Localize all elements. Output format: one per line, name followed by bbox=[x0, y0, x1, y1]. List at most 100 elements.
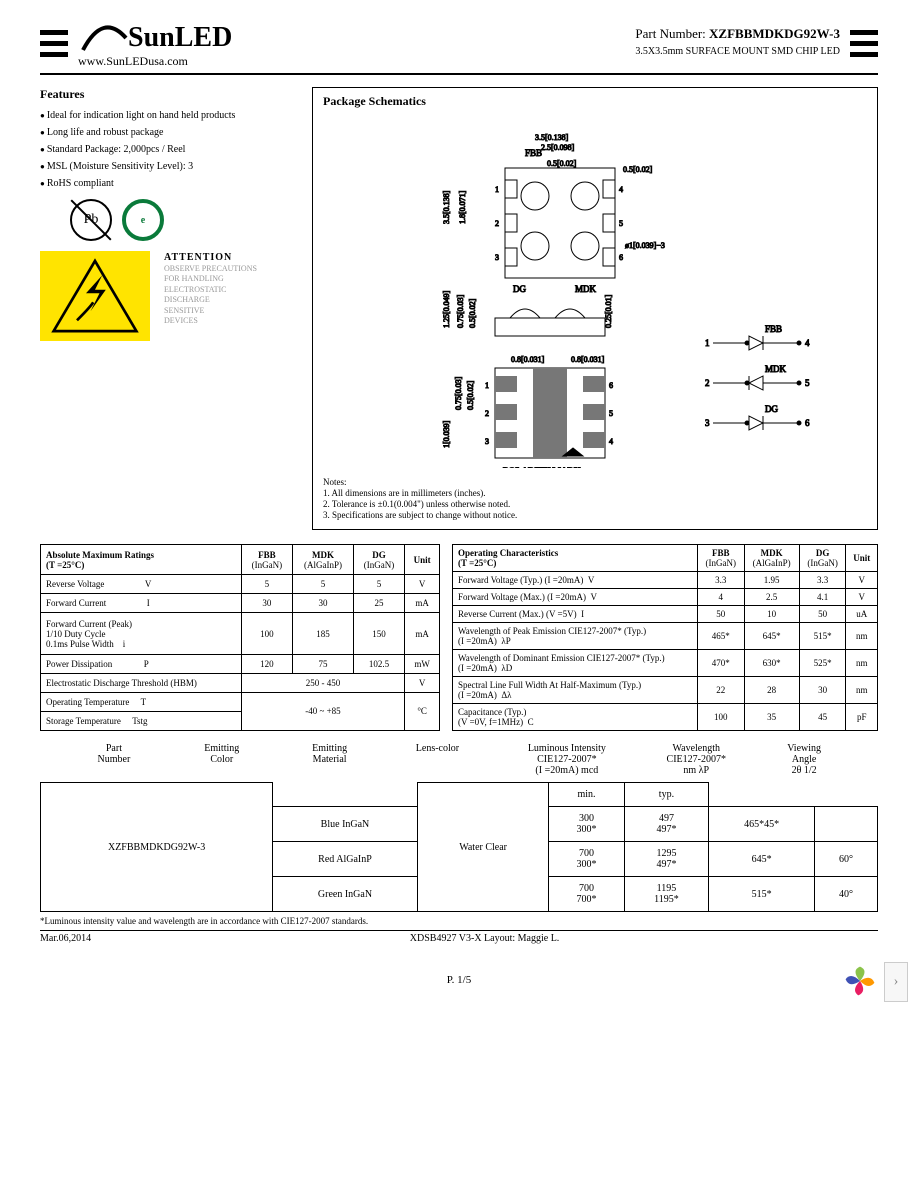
row-sym: T bbox=[141, 697, 147, 707]
cell: 100 bbox=[241, 613, 292, 654]
logo-text: SunLED bbox=[128, 22, 232, 54]
feature-item: MSL (Moisture Sensitivity Level): 3 bbox=[40, 161, 300, 172]
viewer-logo-icon bbox=[842, 963, 878, 1002]
svg-text:DG: DG bbox=[513, 284, 526, 294]
cell: 300* bbox=[557, 859, 615, 870]
svg-text:4: 4 bbox=[609, 437, 613, 446]
svg-text:6: 6 bbox=[619, 253, 623, 262]
menu-icon-left[interactable] bbox=[40, 20, 68, 57]
schematic-notes: Notes: 1. All dimensions are in millimet… bbox=[323, 477, 867, 520]
cell: nm bbox=[846, 677, 878, 704]
cell: 5 bbox=[241, 575, 292, 594]
attention-title: ATTENTION bbox=[164, 251, 257, 264]
cell: 300 bbox=[557, 813, 615, 824]
bh-wavelength: Wavelength CIE127-2007* nm λP bbox=[642, 743, 750, 776]
cell: 515* bbox=[709, 877, 815, 912]
cell: mA bbox=[405, 594, 440, 613]
bt-part: XZFBBMDKDG92W-3 bbox=[41, 783, 273, 912]
cell: V bbox=[846, 589, 878, 606]
feature-item: Standard Package: 2,000pcs / Reel bbox=[40, 144, 300, 155]
attention-line: OBSERVE PRECAUTIONS bbox=[164, 264, 257, 274]
svg-text:4: 4 bbox=[619, 185, 623, 194]
note-line: 3. Specifications are subject to change … bbox=[323, 510, 867, 520]
bottom-header-row: Part Number Emitting Color Emitting Mate… bbox=[40, 743, 878, 776]
svg-text:3: 3 bbox=[485, 437, 489, 446]
bt-mat: AlGaInP bbox=[336, 854, 372, 865]
cell: 3.3 bbox=[799, 572, 846, 589]
svg-text:2: 2 bbox=[485, 409, 489, 418]
bt-mat: InGaN bbox=[342, 819, 369, 830]
row-label: Power Dissipation bbox=[46, 659, 112, 669]
svg-text:5: 5 bbox=[619, 219, 623, 228]
row-label: Capacitance (Typ.) (V =0V, f=1MHz) bbox=[458, 707, 526, 727]
amr-title: Absolute Maximum Ratings bbox=[46, 550, 154, 560]
row-label: Storage Temperature bbox=[46, 716, 121, 726]
col: MDK bbox=[312, 550, 334, 560]
bt-typ-label: typ. bbox=[624, 783, 709, 807]
svg-text:0.5[0.02]: 0.5[0.02] bbox=[623, 165, 653, 174]
svg-text:MDK: MDK bbox=[765, 364, 787, 374]
cell: 470* bbox=[697, 650, 744, 677]
row-sym: P bbox=[144, 659, 149, 669]
footer-date: Mar.06,2014 bbox=[40, 933, 91, 944]
cell: 5 bbox=[293, 575, 354, 594]
cell: 700 bbox=[557, 848, 615, 859]
row-label: Wavelength of Dominant Emission CIE127-2… bbox=[458, 653, 665, 673]
amr-table: Absolute Maximum Ratings(T =25°C) FBB(In… bbox=[40, 544, 440, 731]
cell: 28 bbox=[744, 677, 799, 704]
cell: 465*45* bbox=[709, 807, 815, 842]
schematic-drawing: FBB DG MDK 123 456 3.5[0.138] 2.5[0.098]… bbox=[323, 113, 867, 473]
part-label: Part Number: bbox=[635, 26, 709, 41]
cell: 700* bbox=[557, 894, 615, 905]
row-sym: i bbox=[123, 639, 126, 649]
row-sym: Tstg bbox=[132, 716, 147, 726]
attention-line: DISCHARGE bbox=[164, 295, 257, 305]
rohs-icon: e bbox=[122, 199, 164, 241]
col-sub: (AlGaInP) bbox=[753, 558, 791, 568]
cell: 4.1 bbox=[799, 589, 846, 606]
svg-text:4: 4 bbox=[805, 338, 810, 348]
bt-min-label: min. bbox=[549, 783, 624, 807]
pb-free-icon: Pb bbox=[70, 199, 112, 241]
cell: -40 ~ +85 bbox=[241, 692, 405, 730]
logo-block: SunLED www.SunLEDusa.com bbox=[78, 20, 635, 69]
bt-color: Red bbox=[318, 854, 334, 865]
cell: nm bbox=[846, 623, 878, 650]
cell: 102.5 bbox=[353, 654, 404, 673]
cell: 75 bbox=[293, 654, 354, 673]
cell: 525* bbox=[799, 650, 846, 677]
svg-text:0.8[0.031]: 0.8[0.031] bbox=[511, 355, 545, 364]
cell: 50 bbox=[799, 606, 846, 623]
bt-mat: InGaN bbox=[345, 889, 372, 900]
cell: 45 bbox=[799, 704, 846, 731]
row-sym: λP bbox=[501, 636, 510, 646]
footer: Mar.06,2014 XDSB4927 V3-X Layout: Maggie… bbox=[40, 930, 878, 944]
subtitle: 3.5X3.5mm SURFACE MOUNT SMD CHIP LED bbox=[635, 46, 840, 57]
row-label: Wavelength of Peak Emission CIE127-2007*… bbox=[458, 626, 646, 646]
cell: 250 - 450 bbox=[241, 673, 405, 692]
svg-text:5: 5 bbox=[609, 409, 613, 418]
col: MDK bbox=[761, 548, 783, 558]
svg-text:3: 3 bbox=[495, 253, 499, 262]
next-page-button[interactable]: › bbox=[884, 962, 908, 1002]
cell: 5 bbox=[353, 575, 404, 594]
svg-text:1: 1 bbox=[495, 185, 499, 194]
schematic-title: Package Schematics bbox=[323, 94, 867, 109]
bt-color: Green bbox=[318, 889, 342, 900]
cell: 25 bbox=[353, 594, 404, 613]
row-sym: λD bbox=[501, 663, 512, 673]
menu-icon-right[interactable] bbox=[850, 20, 878, 57]
row-label: Reverse Voltage bbox=[46, 579, 104, 589]
bh-angle: Viewing Angle 2θ 1/2 bbox=[750, 743, 858, 776]
svg-text:3.5[0.138]: 3.5[0.138] bbox=[442, 190, 451, 224]
col: Unit bbox=[414, 555, 431, 565]
page-number: P. 1/5 bbox=[40, 974, 878, 986]
cell: 50 bbox=[697, 606, 744, 623]
cell: 497* bbox=[633, 859, 701, 870]
svg-text:2: 2 bbox=[705, 378, 710, 388]
col-sub: (InGaN) bbox=[706, 558, 737, 568]
cell: 35 bbox=[744, 704, 799, 731]
row-sym: C bbox=[528, 717, 534, 727]
cell: 645* bbox=[709, 842, 815, 877]
feature-item: RoHS compliant bbox=[40, 178, 300, 189]
